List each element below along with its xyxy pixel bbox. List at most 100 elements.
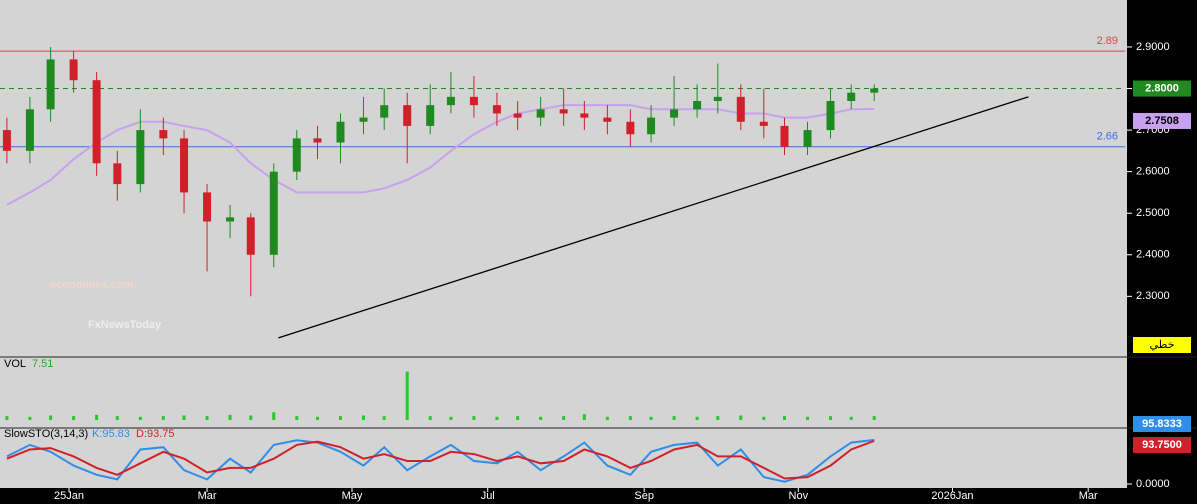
candle-body: [269, 171, 278, 255]
candle-body: [446, 96, 455, 106]
candle-body: [847, 92, 856, 101]
candle-body: [359, 117, 368, 122]
k-label: K:95.83: [92, 428, 130, 440]
volume-bar: [762, 416, 766, 420]
candle-body: [203, 192, 212, 222]
volume-bar: [272, 412, 276, 420]
y-tick-label: 2.9000: [1136, 41, 1170, 53]
volume-bar: [161, 416, 165, 420]
watermark: economies.com: [50, 279, 133, 291]
candle-body: [246, 217, 255, 255]
candle-body: [403, 105, 412, 126]
volume-bar: [5, 416, 9, 420]
y-tick-label: 0.0000: [1136, 478, 1170, 490]
volume-bar: [672, 416, 676, 420]
x-tick-label: May: [342, 490, 363, 502]
candle-body: [69, 59, 78, 81]
panel-value: 7.51: [32, 358, 53, 370]
trendline: [278, 96, 1029, 339]
y-tick-label: 2.3000: [1136, 290, 1170, 302]
y-tick-label: 2.6000: [1136, 166, 1170, 178]
volume-bar: [829, 416, 833, 420]
candle-body: [603, 117, 612, 122]
volume-bar: [472, 416, 476, 420]
y-tick-label: 2.5000: [1136, 207, 1170, 219]
candle-body: [559, 109, 568, 114]
candle-body: [670, 109, 679, 118]
level-label: 2.89: [1097, 35, 1118, 47]
volume-bar: [649, 416, 653, 420]
x-tick-label: Nov: [789, 490, 809, 502]
candle-body: [736, 96, 745, 122]
volume-bar: [516, 416, 520, 420]
candle-body: [647, 117, 656, 135]
candle-body: [226, 217, 235, 222]
y-tick-label: 2.4000: [1136, 249, 1170, 261]
candle-body: [426, 105, 435, 126]
candle-body: [292, 138, 301, 172]
watermark: FxNewsToday: [88, 319, 162, 331]
candle-body: [313, 138, 322, 143]
candle-body: [180, 138, 189, 193]
x-tick-label: 25Jan: [54, 490, 84, 502]
volume-bar: [628, 416, 632, 420]
volume-bar: [849, 416, 853, 420]
level-label: 2.66: [1097, 131, 1118, 143]
x-tick-label: Sep: [634, 490, 654, 502]
volume-bar: [739, 415, 743, 420]
d-label: D:93.75: [136, 428, 175, 440]
volume-bar: [295, 416, 299, 420]
volume-bar: [182, 415, 186, 420]
volume-bar: [361, 415, 365, 420]
volume-bar: [228, 414, 232, 420]
x-tick-label: Mar: [198, 490, 217, 502]
badge-text: خطي: [1150, 339, 1175, 351]
volume-bar: [138, 416, 142, 420]
candle-body: [713, 96, 722, 101]
volume-bar: [605, 416, 609, 420]
date-strip: [0, 488, 1127, 504]
volume-bar: [405, 371, 409, 420]
candle-body: [580, 113, 589, 118]
candle-body: [826, 100, 835, 131]
value-badge: [1133, 437, 1191, 453]
value-badge-label: 95.8333: [1142, 418, 1182, 430]
volume-bar: [28, 416, 32, 420]
candle-body: [380, 105, 389, 118]
volume-bar: [315, 416, 319, 420]
volume-bar: [382, 416, 386, 420]
value-badge: [1133, 112, 1191, 129]
candle-body: [113, 163, 122, 185]
candle-body: [626, 121, 635, 135]
volume-bar: [539, 416, 543, 420]
moving-average: [6, 104, 875, 206]
volume-bar: [783, 416, 787, 420]
candle-body: [492, 105, 501, 114]
volume-bar: [338, 416, 342, 420]
volume-bar: [95, 414, 99, 420]
panel-title: VOL: [4, 358, 26, 370]
candle-body: [513, 113, 522, 118]
value-badge: [1133, 80, 1191, 97]
candle-body: [336, 121, 345, 143]
candle-body: [136, 130, 145, 185]
stochastic-line: [6, 439, 875, 480]
panel-title: SlowSTO(3,14,3): [4, 428, 88, 440]
candle-body: [870, 88, 879, 93]
x-tick-label: 2026Jan: [931, 490, 973, 502]
candle-body: [536, 109, 545, 118]
volume-bar: [495, 416, 499, 420]
volume-bar: [695, 416, 699, 420]
candle-body: [780, 125, 789, 147]
volume-bar: [562, 416, 566, 420]
value-badge: [1133, 416, 1191, 432]
candle-body: [693, 100, 702, 110]
candle-body: [469, 96, 478, 106]
badge-box: [1133, 337, 1191, 353]
value-badge-label: 93.7500: [1142, 439, 1182, 451]
volume-bar: [205, 416, 209, 420]
candle-body: [92, 80, 101, 164]
volume-bar: [872, 416, 876, 420]
